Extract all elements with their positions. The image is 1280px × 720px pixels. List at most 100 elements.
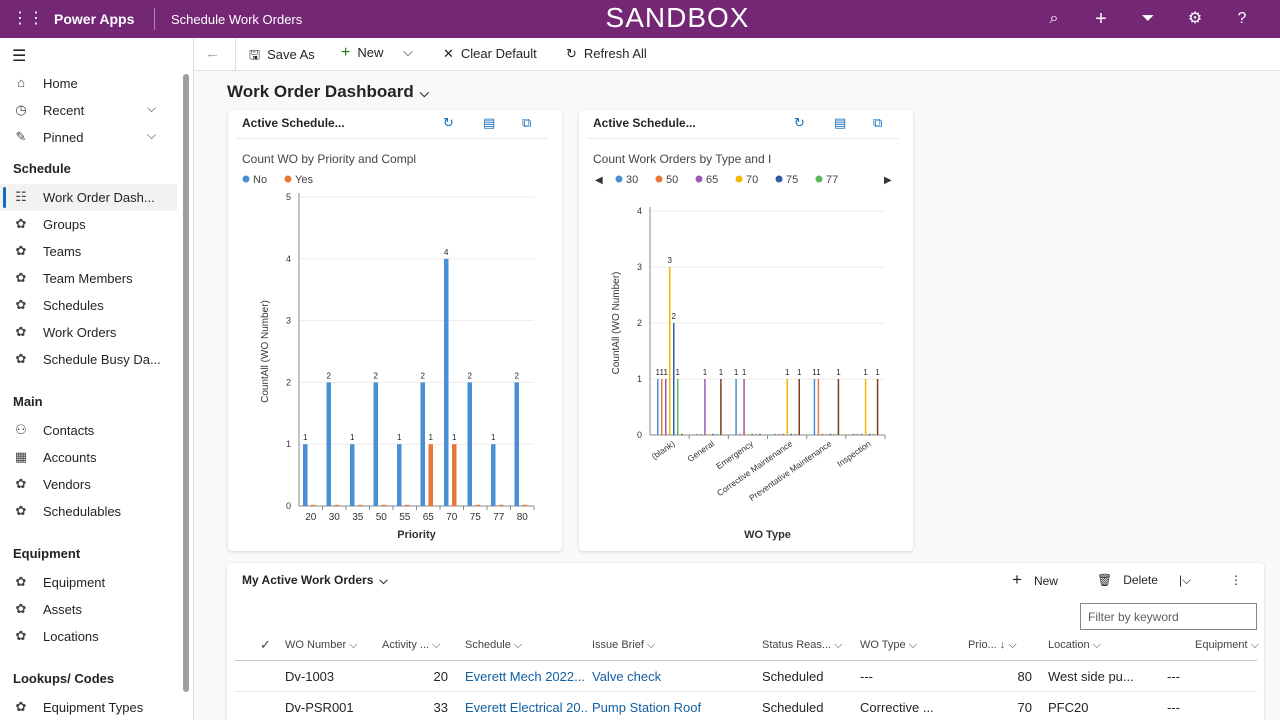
column-header-equipment[interactable]: Equipment ⌵ (1195, 639, 1259, 651)
filter-icon[interactable]: ⏷ (1141, 10, 1155, 27)
sidebar-item-label: Schedulables (43, 504, 122, 519)
sidebar-item-team-members[interactable]: ✿ Team Members (0, 265, 177, 292)
x-tick-label: 30 (329, 512, 341, 523)
more-options-icon[interactable]: ⋮ (1230, 573, 1242, 587)
sidebar-item-label: Accounts (43, 450, 97, 465)
column-label: Schedule (465, 639, 511, 651)
issue-brief-link[interactable]: Valve check (592, 669, 662, 684)
x-tick-label: 55 (399, 512, 411, 523)
sidebar-item-equipment[interactable]: ✿ Equipment (0, 569, 177, 596)
column-header-wo-type[interactable]: WO Type ⌵ (860, 639, 918, 651)
sidebar-item-assets[interactable]: ✿ Assets (0, 596, 177, 623)
bar (358, 504, 363, 506)
save-as-button[interactable]: 🖫 Save As (249, 46, 315, 68)
sidebar-scrollbar[interactable] (183, 74, 189, 692)
sidebar-item-work-order-dashboard[interactable]: ☷ Work Order Dash... (0, 184, 177, 211)
sidebar-item-contacts[interactable]: ⚇ Contacts (0, 417, 177, 444)
grid-more-commands-chevron-icon[interactable]: |⌵ (1179, 573, 1192, 587)
puzzle-icon: ✿ (15, 324, 27, 339)
chart-card-title[interactable]: Active Schedule... (593, 116, 696, 130)
app-title[interactable]: Schedule Work Orders (171, 12, 303, 27)
bar (373, 382, 378, 506)
data-label: 2 (515, 371, 520, 380)
dashboard-title[interactable]: Work Order Dashboard ⌵ (227, 82, 429, 102)
top-bar: ⋮⋮ Power Apps Schedule Work Orders SANDB… (0, 0, 1280, 38)
sidebar-item-vendors[interactable]: ✿ Vendors (0, 471, 177, 498)
help-icon[interactable]: ? (1237, 10, 1247, 27)
expand-icon[interactable]: ⧉ (522, 115, 532, 130)
active-work-orders-grid: My Active Work Orders ⌵ + New 🗑 Delete |⌵ ⋮… (227, 563, 1264, 720)
new-dropdown-chevron-icon[interactable]: ⌵ (403, 44, 413, 59)
data-label: 1 (303, 433, 308, 442)
grid-delete-button[interactable]: 🗑 Delete (1097, 573, 1158, 587)
column-header-issue-brief[interactable]: Issue Brief ⌵ (592, 639, 656, 651)
back-arrow-icon[interactable]: ← (205, 45, 220, 62)
sidebar-item-locations[interactable]: ✿ Locations (0, 623, 177, 650)
column-header-location[interactable]: Location ⌵ (1048, 639, 1101, 651)
filter-input[interactable]: Filter by keyword (1080, 603, 1257, 630)
sidebar-item-equipment-types[interactable]: ✿ Equipment Types (0, 694, 177, 720)
legend-swatch (242, 175, 250, 183)
expand-icon[interactable]: ⧉ (873, 115, 883, 130)
column-header-activity[interactable]: Activity ... ⌵ (382, 639, 441, 651)
view-records-icon[interactable]: ▤ (834, 115, 847, 130)
hamburger-icon[interactable]: ☰ (12, 48, 27, 65)
sidebar-item-groups[interactable]: ✿ Groups (0, 211, 177, 238)
chevron-down-icon[interactable]: ⌵ (379, 575, 388, 587)
schedule-link[interactable]: Everett Mech 2022... (465, 669, 585, 684)
sidebar-item-schedulables[interactable]: ✿ Schedulables (0, 498, 177, 525)
grid-new-button[interactable]: + New (1012, 570, 1058, 590)
clear-default-button[interactable]: ✕ Clear Default (443, 46, 537, 62)
column-header-priority[interactable]: Prio... ↓ ⌵ (968, 639, 1017, 651)
grid-title[interactable]: My Active Work Orders ⌵ (242, 573, 388, 588)
column-header-status-reason[interactable]: Status Reas... ⌵ (762, 639, 843, 651)
chevron-down-icon[interactable]: ⌵ (147, 101, 157, 115)
chart-card-title[interactable]: Active Schedule... (242, 116, 345, 130)
refresh-all-button[interactable]: ↻ Refresh All (566, 46, 647, 62)
issue-brief-link[interactable]: Pump Station Roof (592, 700, 702, 715)
chevron-down-icon[interactable]: ⌵ (419, 86, 429, 100)
building-icon: ▦ (14, 449, 28, 464)
section-heading-lookups: Lookups/ Codes (13, 671, 115, 686)
wo-number-cell[interactable]: Dv-PSR001 (285, 700, 354, 715)
refresh-icon[interactable]: ↻ (794, 115, 805, 130)
sidebar-item-pinned[interactable]: ✎ Pinned ⌵ (0, 124, 177, 151)
command-bar: ← 🖫 Save As + New ⌵ ✕ Clear Default ↻ Refres… (195, 38, 1280, 71)
data-label: 1 (836, 368, 841, 377)
sidebar-item-schedule-busy-days[interactable]: ✿ Schedule Busy Da... (0, 346, 177, 373)
new-button[interactable]: + New (341, 44, 383, 62)
sidebar-item-home[interactable]: ⌂ Home (0, 70, 177, 97)
refresh-icon[interactable]: ↻ (443, 115, 454, 130)
data-label: 2 (374, 371, 379, 380)
column-label: Prio... (968, 639, 997, 651)
app-launcher-icon[interactable]: ⋮⋮ (12, 10, 44, 27)
sidebar-item-label: Recent (43, 103, 85, 118)
sidebar-item-schedules[interactable]: ✿ Schedules (0, 292, 177, 319)
data-label: 2 (468, 371, 473, 380)
bar (876, 379, 879, 435)
data-label: 1 (785, 368, 790, 377)
app-name[interactable]: Power Apps (54, 11, 135, 27)
legend-swatch (615, 175, 623, 183)
sidebar-item-label: Groups (43, 217, 86, 232)
column-header-wo-number[interactable]: WO Number ⌵ (285, 639, 358, 651)
plus-icon[interactable]: + (1095, 8, 1107, 30)
legend-label: No (253, 174, 267, 186)
column-header-schedule[interactable]: Schedule ⌵ (465, 639, 523, 651)
sidebar-item-accounts[interactable]: ▦ Accounts (0, 444, 177, 471)
gear-icon[interactable]: ⚙ (1187, 10, 1203, 27)
schedule-link[interactable]: Everett Electrical 20... (465, 700, 587, 715)
legend-swatch (735, 175, 743, 183)
sidebar-item-work-orders[interactable]: ✿ Work Orders (0, 319, 177, 346)
sidebar-item-recent[interactable]: ◷ Recent ⌵ (0, 97, 177, 124)
select-all-checkmark-icon[interactable]: ✓ (260, 637, 271, 652)
data-label: 1 (742, 368, 747, 377)
search-icon[interactable]: ⌕ (1049, 10, 1059, 27)
chevron-down-icon[interactable]: ⌵ (147, 128, 157, 142)
view-records-icon[interactable]: ▤ (483, 115, 496, 130)
sidebar-item-teams[interactable]: ✿ Teams (0, 238, 177, 265)
bar (350, 444, 355, 506)
wo-number-cell[interactable]: Dv-1003 (285, 669, 335, 684)
chart-priority-svg: No Yes 0 1 2 3 4 5 CountAll (WO Number) Priority 1… (242, 174, 535, 541)
bar (817, 379, 820, 435)
